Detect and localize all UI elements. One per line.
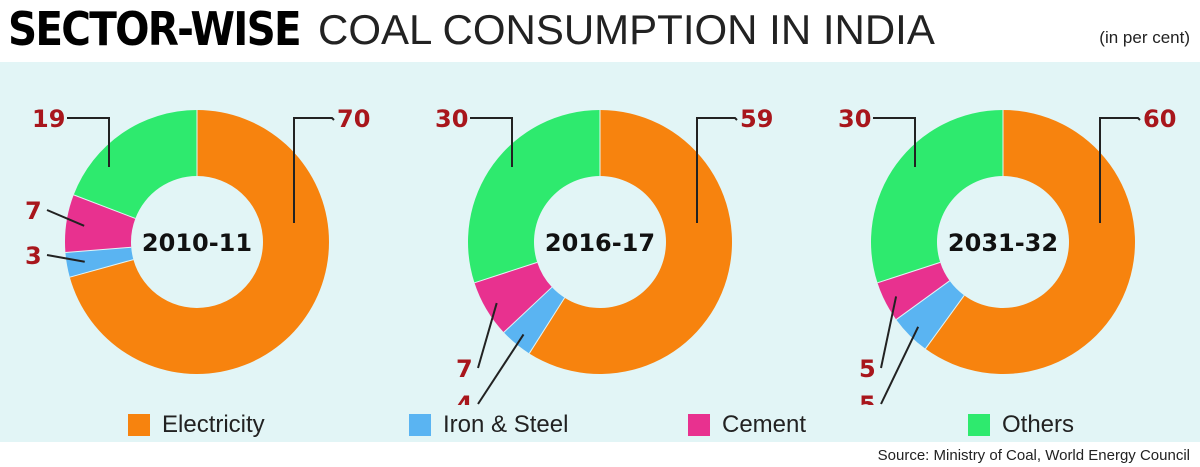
value-label-cement: 7	[25, 197, 42, 225]
donut-chart-2010-11: 2010-11 70 19 7 3	[25, 105, 370, 375]
value-label-others: 30	[435, 105, 468, 133]
slice-electricity	[925, 110, 1135, 374]
center-label: 2016-17	[545, 229, 655, 257]
legend-swatch-cement	[688, 414, 710, 436]
title-light: COAL CONSUMPTION IN INDIA	[318, 6, 935, 53]
leader-line-cement	[477, 302, 498, 369]
center-label: 2010-11	[142, 229, 252, 257]
slice-separator	[895, 280, 950, 320]
donut-chart-2016-17: 2016-17 59 30 7 4	[435, 105, 773, 405]
leader-line-electricity	[696, 117, 738, 223]
slice-others	[468, 110, 600, 283]
leader-line-electricity	[293, 117, 335, 223]
legend-item-iron-steel: Iron & Steel	[409, 405, 568, 445]
leader-line-others	[470, 117, 513, 167]
slice-separator	[73, 194, 136, 219]
center-label: 2031-32	[948, 229, 1058, 257]
legend-item-others: Others	[968, 405, 1074, 445]
leader-line-cement	[880, 296, 898, 369]
legend-label-cement: Cement	[722, 411, 807, 438]
slice-others	[870, 110, 1003, 283]
slice-iron-steel	[896, 280, 965, 349]
slice-electricity	[529, 110, 732, 374]
value-label-others: 19	[32, 105, 65, 133]
value-label-cement: 7	[456, 355, 473, 383]
legend-label-iron-steel: Iron & Steel	[443, 411, 569, 438]
slice-separator	[503, 286, 553, 333]
legend-swatch-others	[968, 414, 990, 436]
slice-separator	[474, 261, 538, 284]
legend-swatch-electricity	[128, 414, 150, 436]
source-note: Source: Ministry of Coal, World Energy C…	[877, 447, 1190, 464]
leader-line-electricity	[1099, 117, 1141, 223]
legend-item-electricity: Electricity	[128, 405, 265, 445]
legend: Electricity Iron & Steel Cement Others	[0, 405, 1200, 445]
leader-line-iron-steel	[880, 326, 920, 405]
slice-cement	[877, 262, 950, 320]
leader-line-others	[873, 117, 916, 167]
value-label-electricity: 60	[1143, 105, 1176, 133]
value-label-cement: 5	[859, 355, 876, 383]
leader-line-cement	[46, 209, 85, 227]
value-label-electricity: 70	[337, 105, 370, 133]
slice-electricity	[69, 110, 330, 375]
value-label-electricity: 59	[740, 105, 773, 133]
value-label-iron-steel: 4	[456, 391, 473, 405]
value-label-others: 30	[838, 105, 871, 133]
donut-chart-2031-32: 2031-32 60 30 5 5	[838, 105, 1176, 405]
slice-separator	[69, 259, 134, 278]
legend-label-others: Others	[1002, 411, 1075, 438]
slice-separator	[65, 246, 132, 253]
value-label-iron-steel: 5	[859, 391, 876, 405]
donut-charts: 2010-11 70 19 7 3 2016-17 59 30 7 4 2031-32 60 30 5 5	[25, 105, 1176, 405]
slice-separator	[528, 297, 566, 354]
slice-separator	[877, 261, 941, 284]
legend-swatch-iron-steel	[409, 414, 431, 436]
value-label-iron-steel: 3	[25, 242, 42, 270]
legend-item-cement: Cement	[688, 405, 806, 445]
header: SECTOR-WISE COAL CONSUMPTION IN INDIA (i…	[0, 0, 1200, 60]
leader-line-others	[67, 117, 110, 167]
slice-iron-steel	[65, 247, 134, 278]
unit-note: (in per cent)	[1099, 28, 1190, 47]
slice-cement	[64, 194, 136, 253]
slice-separator	[925, 295, 965, 350]
slice-iron-steel	[503, 287, 565, 354]
title-bold: SECTOR-WISE	[8, 2, 302, 56]
slice-others	[73, 109, 197, 219]
legend-label-electricity: Electricity	[162, 411, 265, 438]
leader-line-iron-steel	[477, 333, 525, 405]
leader-line-iron-steel	[46, 254, 85, 263]
